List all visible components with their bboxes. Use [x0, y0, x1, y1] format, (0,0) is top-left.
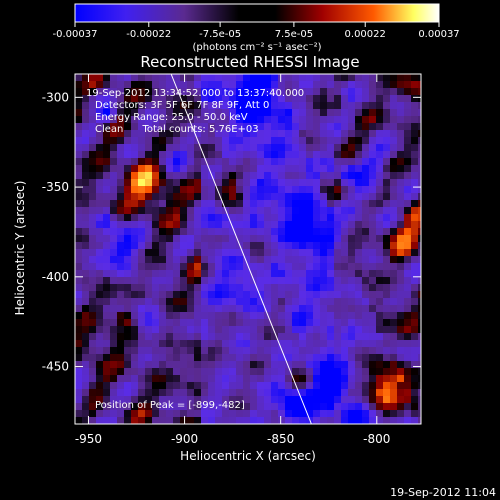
annotations: 19-Sep-2012 13:34:52.000 to 13:37:40.000…: [86, 88, 304, 411]
y-tick-label: -450: [42, 360, 69, 374]
axis-ticks: -950 -900 -850 -800 -300 -350 -400 -450: [42, 74, 421, 446]
colorbar: [74, 3, 440, 23]
annotation-detectors: Detectors: 3F 5F 6F 7F 8F 9F, Att 0: [95, 100, 269, 111]
y-tick-label: -300: [42, 90, 69, 104]
x-tick-label: -900: [171, 432, 198, 446]
annotation-clean: Clean Total counts: 5.76E+03: [95, 124, 259, 135]
heatmap-image: [75, 74, 421, 424]
x-tick-label: -950: [75, 432, 102, 446]
colorbar-tick-label: -7.5e-05: [199, 29, 241, 40]
chart-title: Reconstructed RHESSI Image: [140, 53, 359, 71]
x-tick-label: -850: [267, 432, 294, 446]
colorbar-tick-label: -0.00022: [126, 29, 171, 40]
peak-label: Position of Peak = [-899,-482]: [95, 400, 245, 411]
timestamp: 19-Sep-2012 11:04: [390, 486, 496, 499]
annotation-time: 19-Sep-2012 13:34:52.000 to 13:37:40.000: [86, 88, 304, 99]
y-tick-label: -350: [42, 180, 69, 194]
colorbar-tick-label: 0.00022: [345, 29, 386, 40]
colorbar-unit-label: (photons cm⁻² s⁻¹ asec⁻²): [192, 42, 321, 53]
colorbar-tick-label: 0.00037: [418, 29, 459, 40]
solar-limb-line: [170, 74, 312, 424]
x-tick-label: -800: [363, 432, 390, 446]
annotation-energy: Energy Range: 25.0 - 50.0 keV: [95, 112, 248, 123]
y-tick-label: -400: [42, 270, 69, 284]
plot-frame: [74, 73, 422, 425]
x-axis-label: Heliocentric X (arcsec): [180, 449, 316, 463]
colorbar-ticks: -0.00037 -0.00022 -7.5e-05 7.5e-05 0.00022 0.…: [53, 22, 460, 40]
colorbar-tick-label: 7.5e-05: [275, 29, 313, 40]
y-axis-label: Heliocentric Y (arcsec): [13, 181, 27, 316]
colorbar-tick-label: -0.00037: [53, 29, 98, 40]
